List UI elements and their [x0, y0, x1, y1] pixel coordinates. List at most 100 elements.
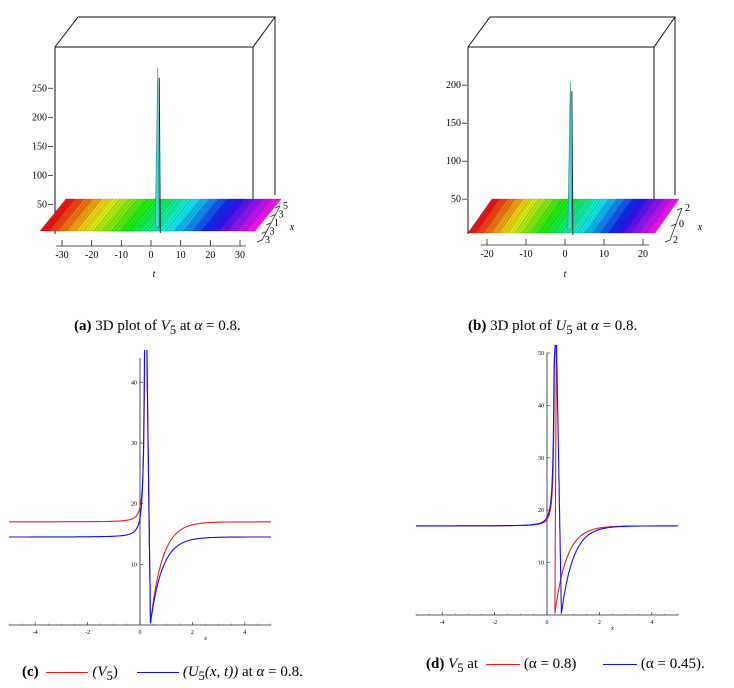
x-tick [274, 205, 281, 209]
surface-hatch [508, 198, 533, 234]
x-tick-label: -4 [33, 630, 38, 636]
t-tick-label: -10 [519, 249, 532, 260]
surface-hatch [122, 198, 149, 232]
surface-hatch [539, 198, 564, 234]
caption-c-alpha: α [256, 664, 265, 680]
surface-hatch [580, 198, 605, 234]
surface-hatch [576, 198, 602, 234]
t-tick-label: 0 [563, 249, 568, 260]
caption-c: (c) (V5) (U5(x, t)) at α = 0.8. [22, 664, 303, 684]
x-tick [261, 231, 267, 234]
surface-hatch [533, 198, 558, 234]
surface-hatch [133, 198, 160, 232]
x-tick-label: 3 [270, 227, 275, 238]
surface-hatch [93, 198, 120, 232]
surface-hatch [254, 198, 282, 232]
z-tick-label: 100 [32, 170, 47, 181]
surface-hatch [511, 198, 536, 234]
caption-a-at: at [179, 318, 191, 334]
x-axis-label: x [610, 626, 614, 632]
surface-hatch [523, 198, 549, 234]
y-tick-label: 10 [538, 561, 544, 567]
caption-b-value: = 0.8. [602, 318, 638, 334]
surface-hatch [64, 198, 92, 232]
surface-hatch [251, 198, 278, 232]
caption-b-sub: 5 [566, 323, 573, 337]
surface-hatch [115, 198, 142, 232]
surface-hatch [586, 198, 611, 234]
x-tick [256, 239, 263, 243]
surface-hatch [247, 198, 274, 232]
y-tick-label: 50 [538, 351, 544, 357]
y-tick-label: 40 [131, 380, 137, 386]
x-tick [270, 214, 276, 217]
x-tick-label: 0 [139, 630, 142, 636]
caption-d-at: at [467, 656, 479, 672]
plot-d-2d: -4 -2 0 2 4 10 20 30 40 50 x [415, 345, 679, 632]
x-axis-label: x [203, 636, 207, 642]
surface-hatch [514, 198, 539, 234]
surface-hatch [79, 198, 106, 232]
surface-strip [646, 198, 680, 234]
surface-hatch [222, 198, 249, 232]
surface-hatch [179, 198, 206, 232]
z-tick-label: 250 [32, 83, 47, 94]
caption-d: (d) V5 at (α = 0.8) (α = 0.45). [426, 656, 705, 676]
x-tick-label: -4 [440, 620, 445, 626]
surface-hatch [158, 198, 185, 232]
caption-a-value: = 0.8. [206, 318, 241, 334]
surface-hatch [492, 198, 518, 234]
caption-a: (a) 3D plot of V5 at α = 0.8. [74, 318, 241, 338]
surface-hatch [75, 198, 102, 232]
legend-c-u5: (U5(x, t)) [182, 664, 239, 683]
surface-hatch [629, 198, 655, 234]
legend-line-blue-c [136, 672, 179, 674]
surface-hatch [244, 198, 271, 232]
surface-hatch [54, 198, 81, 232]
t-tick-label: -20 [85, 250, 98, 261]
x-axis-label-a: x [289, 222, 295, 233]
y-tick-label: 30 [538, 456, 544, 462]
y-tick-label: 20 [538, 508, 544, 514]
surface-hatch [236, 198, 264, 232]
surface-hatch [183, 198, 210, 232]
y-tick-label: 30 [131, 441, 137, 447]
surface-hatch [50, 198, 77, 232]
z-tick-label: 100 [446, 156, 461, 167]
peak-spike [567, 81, 573, 230]
x-tick-label: 3 [265, 235, 270, 246]
surface-hatch [470, 198, 496, 234]
surface-hatch [208, 198, 235, 232]
surface-hatch [642, 198, 667, 234]
surface-hatch [129, 198, 156, 232]
surface-hatch [161, 198, 188, 232]
t-tick-label: 10 [599, 249, 609, 260]
surface-hatch [193, 198, 221, 232]
surface-hatch [211, 198, 239, 232]
z-tick-label: 150 [446, 118, 461, 129]
surface-hatch [215, 198, 242, 232]
caption-c-at: at [241, 664, 253, 680]
t-axis-label-b: t [564, 269, 567, 280]
surface-hatch [633, 198, 658, 234]
x-tick-label: 4 [243, 630, 246, 636]
surface-strip [245, 198, 282, 232]
surface-hatch [595, 198, 620, 234]
series-line-blue [416, 345, 678, 614]
surface-hatch [545, 198, 571, 234]
t-tick-label: 0 [149, 250, 154, 261]
x-tick-label: 5 [283, 201, 288, 212]
surface-hatch [617, 198, 642, 234]
surface-hatch [573, 198, 599, 234]
surface-hatch [486, 198, 511, 234]
x-tick-label: 2 [598, 620, 601, 626]
surface-hatch [72, 198, 99, 232]
surface-hatch [651, 198, 677, 234]
y-tick-label: 40 [538, 403, 544, 409]
surface-hatch [502, 198, 527, 234]
surface-hatch [623, 198, 648, 234]
t-tick-label: 30 [235, 250, 245, 261]
caption-d-sub: 5 [457, 661, 464, 675]
